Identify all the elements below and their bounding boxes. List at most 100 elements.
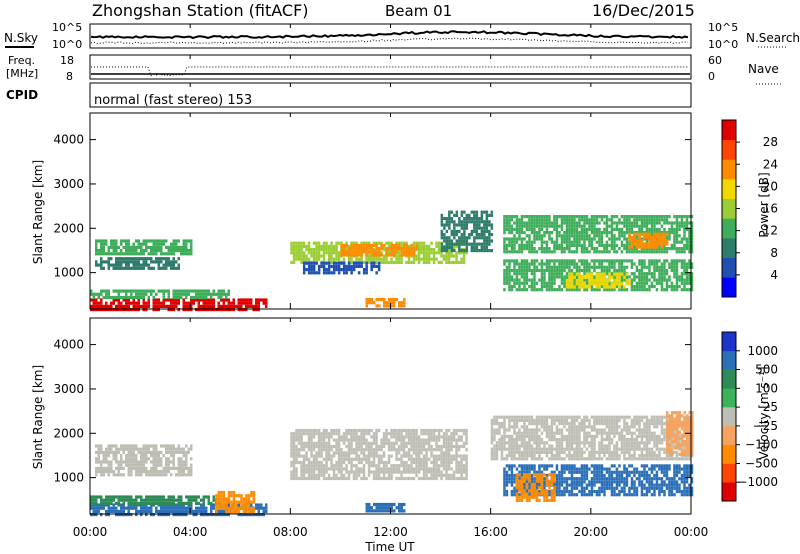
echo-cell — [172, 450, 175, 454]
echo-cell — [382, 260, 386, 264]
echo-cell — [380, 476, 383, 481]
echo-cell — [623, 278, 626, 282]
echo-cell — [410, 250, 413, 254]
echo-cell — [300, 444, 303, 449]
echo-cell — [355, 451, 358, 455]
echo-cell — [387, 444, 391, 449]
echo-cell — [402, 476, 406, 481]
echo-cell — [648, 265, 651, 269]
echo-cell — [190, 289, 193, 293]
echo-cell — [135, 498, 138, 502]
echo-cell — [352, 435, 356, 439]
echo-cell — [535, 457, 539, 461]
echo-cell — [513, 268, 516, 273]
echo-cell — [543, 234, 546, 238]
echo-cell — [345, 476, 348, 481]
echo-cell — [560, 227, 564, 231]
echo-cell — [387, 470, 391, 474]
echo-cell — [130, 513, 133, 517]
echo-cell — [322, 271, 326, 275]
echo-cell — [332, 428, 336, 433]
echo-cell — [385, 301, 388, 305]
echo-cell — [658, 250, 661, 254]
echo-cell — [382, 476, 386, 481]
echo-cell — [392, 441, 396, 445]
echo-cell — [595, 227, 599, 231]
echo-cell — [397, 464, 401, 468]
echo-cell — [300, 460, 303, 465]
echo-cell — [620, 234, 624, 238]
echo-cell — [558, 438, 561, 442]
echo-cell — [172, 513, 175, 517]
echo-cell — [142, 298, 145, 302]
echo-cell — [345, 250, 348, 254]
echo-cell — [90, 498, 93, 502]
echo-cell — [670, 288, 674, 292]
echo-cell — [225, 308, 228, 312]
echo-cell — [232, 497, 236, 501]
echo-cell — [165, 509, 168, 513]
echo-cell — [392, 444, 396, 449]
echo-cell — [402, 250, 406, 254]
echo-cell — [540, 237, 544, 241]
echo-cell — [152, 252, 155, 256]
echo-cell — [453, 223, 456, 227]
echo-cell — [147, 263, 150, 267]
echo-cell — [437, 454, 441, 458]
echo-cell — [407, 476, 411, 481]
echo-cell — [420, 451, 423, 455]
echo-cell — [332, 244, 336, 248]
echo-cell — [370, 444, 373, 449]
echo-cell — [142, 498, 145, 502]
echo-cell — [210, 292, 213, 296]
echo-cell — [152, 463, 155, 467]
echo-cell — [295, 444, 298, 449]
echo-cell — [595, 234, 599, 238]
echo-cell — [445, 223, 449, 227]
echo-cell — [553, 268, 556, 273]
echo-cell — [242, 500, 246, 504]
echo-cell — [200, 298, 203, 302]
echo-cell — [680, 259, 684, 263]
echo-cell — [658, 247, 661, 251]
echo-cell — [628, 227, 631, 231]
echo-cell — [97, 457, 100, 461]
echo-cell — [555, 218, 559, 222]
echo-cell — [510, 425, 514, 429]
echo-cell — [615, 275, 619, 279]
echo-cell — [553, 221, 556, 225]
echo-cell — [147, 239, 150, 243]
echo-cell — [630, 224, 634, 228]
echo-cell — [583, 262, 586, 266]
echo-cell — [302, 457, 306, 461]
echo-cell — [177, 513, 180, 517]
echo-cell — [337, 470, 341, 474]
echo-cell — [407, 260, 411, 264]
echo-cell — [195, 498, 198, 502]
echo-cell — [150, 289, 153, 293]
echo-cell — [105, 470, 108, 474]
echo-cell — [565, 279, 569, 283]
echo-cell — [355, 438, 358, 442]
echo-cell — [510, 444, 514, 448]
echo-cell — [655, 250, 659, 254]
echo-cell — [538, 428, 541, 432]
echo-cell — [127, 266, 130, 270]
echo-cell — [550, 275, 554, 279]
echo-cell — [655, 239, 659, 243]
echo-cell — [620, 240, 624, 244]
echo-cell — [613, 215, 616, 219]
echo-cell — [407, 435, 411, 439]
echo-cell — [132, 457, 135, 461]
echo-cell — [460, 473, 463, 477]
echo-cell — [130, 495, 133, 499]
echo-cell — [420, 257, 423, 261]
echo-cell — [660, 242, 664, 246]
echo-cell — [538, 215, 541, 219]
echo-cell — [302, 473, 306, 477]
echo-cell — [367, 247, 371, 251]
echo-cell — [115, 239, 118, 243]
echo-cell — [127, 260, 130, 264]
echo-cell — [553, 447, 556, 451]
echo-cell — [200, 295, 203, 300]
